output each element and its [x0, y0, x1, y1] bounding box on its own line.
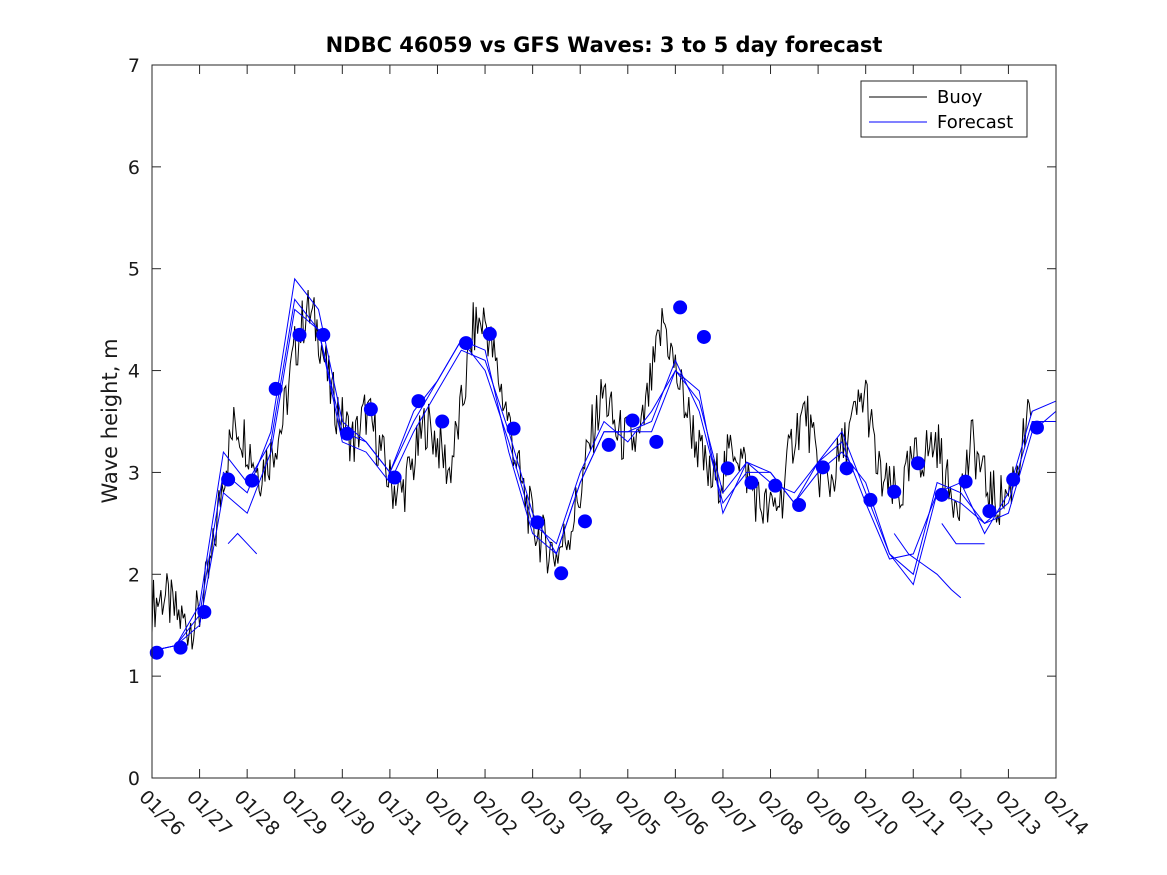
analysis-point: [149, 645, 164, 660]
analysis-point: [244, 473, 259, 488]
analysis-point: [268, 381, 283, 396]
analysis-point: [768, 478, 783, 493]
analysis-point: [530, 515, 545, 530]
y-tick-label: 5: [128, 259, 140, 281]
buoy-series: [151, 289, 1033, 650]
y-axis-label: Wave height, m: [98, 338, 122, 503]
analysis-point: [435, 414, 450, 429]
forecast-line-5: [941, 523, 985, 545]
analysis-point: [934, 487, 949, 502]
analysis-point: [649, 434, 664, 449]
analysis-point: [506, 421, 521, 436]
y-tick-label: 4: [128, 361, 140, 383]
analysis-point: [673, 300, 688, 315]
analysis-point: [197, 604, 212, 619]
analysis-point: [601, 437, 616, 452]
y-tick-label: 3: [128, 462, 140, 484]
analysis-point: [625, 413, 640, 428]
plot-series: [149, 277, 1057, 660]
analysis-point: [1006, 472, 1021, 487]
analysis-point: [1029, 420, 1044, 435]
forecast-line-3: [151, 298, 1057, 652]
analysis-points: [149, 300, 1044, 660]
analysis-point: [387, 470, 402, 485]
analysis-point: [958, 474, 973, 489]
forecast-line-4: [227, 532, 258, 555]
analysis-point: [792, 498, 807, 513]
analysis-point: [173, 640, 188, 655]
analysis-point: [744, 475, 759, 490]
analysis-point: [411, 394, 426, 409]
legend-box: [860, 80, 1028, 138]
analysis-point: [340, 426, 355, 441]
forecast-line-6: [893, 533, 962, 599]
chart-title: NDBC 46059 vs GFS Waves: 3 to 5 day fore…: [326, 33, 883, 57]
legend-buoy-label: Buoy: [937, 87, 983, 108]
analysis-point: [863, 492, 878, 507]
analysis-point: [577, 514, 592, 529]
legend-forecast-label: Forecast: [937, 112, 1013, 133]
analysis-point: [839, 461, 854, 476]
analysis-point: [292, 327, 307, 342]
y-tick-label: 6: [128, 157, 140, 179]
y-tick-label: 7: [128, 55, 140, 77]
analysis-point: [363, 402, 378, 417]
analysis-point: [221, 472, 236, 487]
analysis-point: [982, 504, 997, 519]
analysis-point: [316, 327, 331, 342]
forecast-series: [151, 277, 1057, 652]
analysis-point: [554, 566, 569, 581]
analysis-point: [696, 329, 711, 344]
legend: Buoy Forecast: [860, 80, 1028, 138]
forecast-line-2: [151, 277, 1057, 652]
y-tick-label: 0: [128, 768, 140, 790]
analysis-point: [887, 484, 902, 499]
analysis-point: [482, 326, 497, 341]
y-tick-label: 2: [128, 564, 140, 586]
analysis-point: [815, 460, 830, 475]
y-tick-label: 1: [128, 666, 140, 688]
plot-frame: [151, 64, 1057, 779]
analysis-point: [459, 336, 474, 351]
analysis-point: [720, 461, 735, 476]
buoy-line: [151, 289, 1033, 650]
analysis-point: [911, 456, 926, 471]
